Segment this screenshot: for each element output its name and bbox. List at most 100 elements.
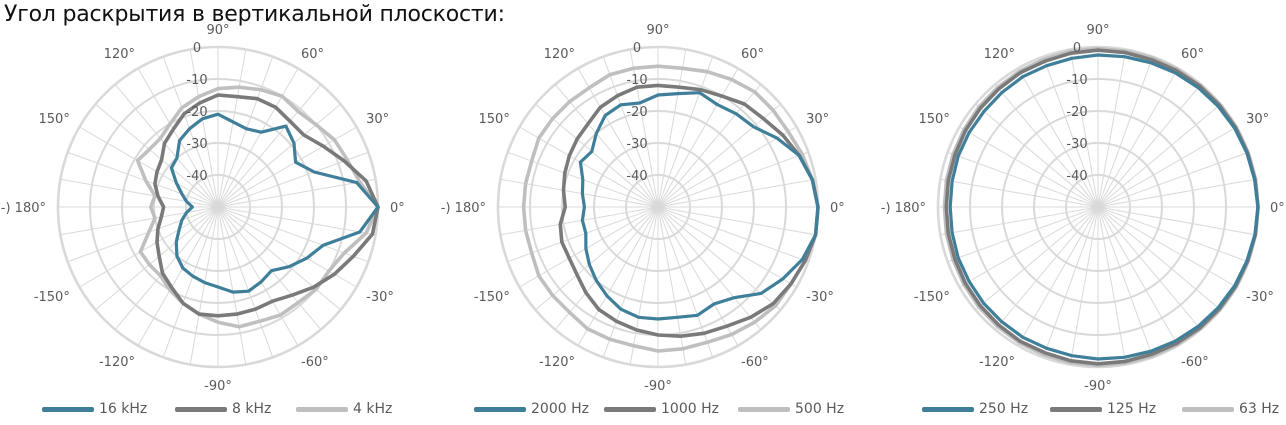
grid-ring xyxy=(153,142,283,272)
legend-item: 250 Hz xyxy=(922,398,1028,420)
grid-spoke xyxy=(67,206,219,263)
grid-spoke xyxy=(1097,206,1221,311)
grid-spoke xyxy=(975,103,1099,208)
grid-spoke xyxy=(217,206,322,330)
legend-label: 500 Hz xyxy=(795,401,845,417)
grid-spoke xyxy=(114,84,219,208)
angle-tick-label: (-) 180° xyxy=(880,201,926,216)
grid-spoke xyxy=(940,178,1099,208)
grid-ring xyxy=(121,110,315,304)
grid-spoke xyxy=(602,206,659,358)
grid-spoke xyxy=(79,206,219,288)
grid-spoke xyxy=(535,206,659,311)
radial-tick-label: -10 xyxy=(186,73,207,88)
grid-spoke xyxy=(1097,151,1249,208)
grid-spoke xyxy=(114,206,219,330)
angle-tick-label: 90° xyxy=(646,23,669,38)
legend-item: 1000 Hz xyxy=(604,398,719,420)
grid-spoke xyxy=(1097,84,1202,208)
grid-spoke xyxy=(162,206,219,358)
legend-swatch xyxy=(738,406,790,412)
angle-tick-label: 0° xyxy=(830,201,845,216)
angle-tick-label: -150° xyxy=(474,290,510,305)
legend-swatch xyxy=(1050,406,1102,412)
legend-item: 2000 Hz xyxy=(474,398,589,420)
angle-tick-label: 30° xyxy=(806,112,829,127)
grid-spoke xyxy=(657,103,781,208)
radial-tick-label: -40 xyxy=(1066,169,1087,184)
radial-tick-label: -30 xyxy=(626,137,647,152)
grid-spoke xyxy=(67,151,219,208)
grid-spoke xyxy=(217,206,274,358)
angle-tick-label: 120° xyxy=(544,47,575,62)
series-line-8-khz xyxy=(153,93,380,318)
angle-tick-label: -90° xyxy=(644,379,672,394)
grid-spoke xyxy=(1017,68,1099,208)
grid-spoke xyxy=(657,206,809,263)
grid-spoke xyxy=(1097,206,1256,236)
grid-spoke xyxy=(1097,49,1127,208)
grid-spoke xyxy=(1097,206,1179,346)
grid-spoke xyxy=(217,206,299,346)
legend-label: 4 kHz xyxy=(353,401,393,417)
grid-spoke xyxy=(1042,56,1099,208)
angle-tick-label: 90° xyxy=(1086,23,1109,38)
legend-label: 8 kHz xyxy=(232,401,272,417)
grid-spoke xyxy=(217,206,341,311)
legend-swatch xyxy=(296,406,348,412)
grid-spoke xyxy=(217,56,274,208)
angle-tick-label: -120° xyxy=(539,355,575,370)
angle-tick-label: -60° xyxy=(1181,355,1209,370)
angle-tick-label: 90° xyxy=(206,23,229,38)
grid-spoke xyxy=(535,103,659,208)
grid-spoke xyxy=(137,206,219,346)
grid-spoke xyxy=(577,206,659,346)
grid-spoke xyxy=(1097,206,1154,358)
angle-tick-label: -90° xyxy=(1084,379,1112,394)
radial-tick-label: -10 xyxy=(1066,73,1087,88)
grid-ring xyxy=(1001,110,1195,304)
angle-tick-label: -30° xyxy=(366,290,394,305)
angle-tick-label: (-) 180° xyxy=(0,201,46,216)
series-line-16-khz xyxy=(169,112,380,294)
angle-tick-label: (-) 180° xyxy=(440,201,486,216)
grid-spoke xyxy=(1097,126,1237,208)
angle-tick-label: -30° xyxy=(1246,290,1274,305)
series-line-1000-hz xyxy=(558,83,820,338)
grid-spoke xyxy=(657,206,739,346)
grid-spoke xyxy=(217,84,322,208)
angle-tick-label: 60° xyxy=(741,47,764,62)
grid-spoke xyxy=(959,126,1099,208)
grid-spoke xyxy=(994,206,1099,330)
grid-spoke xyxy=(1097,178,1256,208)
grid-spoke xyxy=(162,56,219,208)
grid-spoke xyxy=(1097,206,1202,330)
grid-spoke xyxy=(60,178,219,208)
radial-tick-label: -20 xyxy=(186,105,207,120)
angle-tick-label: -150° xyxy=(914,290,950,305)
radial-tick-label: 0 xyxy=(1073,41,1081,56)
series-line-250-hz xyxy=(948,53,1260,361)
grid-spoke xyxy=(1097,206,1127,365)
grid-spoke xyxy=(947,151,1099,208)
series-line-125-hz xyxy=(944,48,1260,366)
angle-tick-label: -60° xyxy=(301,355,329,370)
angle-tick-label: -30° xyxy=(806,290,834,305)
grid-spoke xyxy=(217,178,376,208)
legend-item: 8 kHz xyxy=(175,398,271,420)
grid-spoke xyxy=(1017,206,1099,346)
grid-spoke xyxy=(657,49,687,208)
polar-grid xyxy=(496,45,820,369)
angle-tick-label: -120° xyxy=(99,355,135,370)
grid-spoke xyxy=(217,103,341,208)
legend-item: 500 Hz xyxy=(738,398,844,420)
grid-spoke xyxy=(217,206,376,236)
angle-tick-label: -60° xyxy=(741,355,769,370)
grid-spoke xyxy=(657,206,762,330)
grid-spoke xyxy=(217,68,299,208)
legend-label: 2000 Hz xyxy=(531,401,589,417)
legend-swatch xyxy=(922,406,974,412)
legend-label: 250 Hz xyxy=(979,401,1029,417)
grid-spoke xyxy=(1097,56,1154,208)
legend-label: 63 Hz xyxy=(1239,401,1280,417)
